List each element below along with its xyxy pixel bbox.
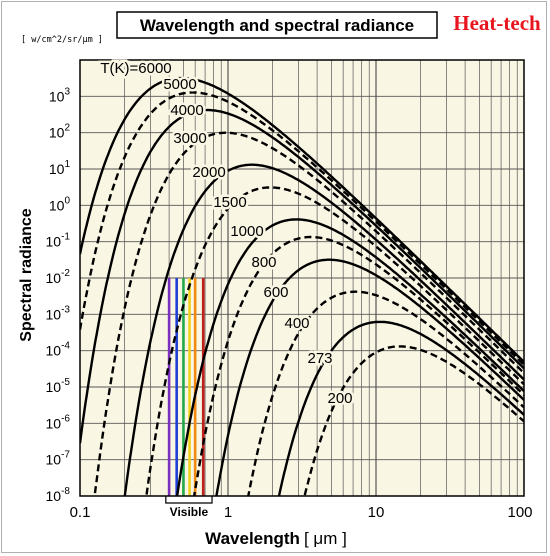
curve-label-1000: 1000 xyxy=(230,223,263,240)
y-tick-label: 100 xyxy=(49,195,71,213)
plot-border xyxy=(79,59,525,497)
curve-label-6000: T(K)=6000 xyxy=(100,60,171,77)
curve-label-5000: 5000 xyxy=(163,76,196,93)
visible-bracket-line xyxy=(165,496,213,504)
visible-label: Visible xyxy=(170,505,209,519)
title-box xyxy=(116,11,438,39)
curve-4000k xyxy=(80,108,524,444)
y-tick-label: 103 xyxy=(49,86,71,104)
curve-label-600: 600 xyxy=(263,284,288,301)
chart-title: Wavelength and spectral radiance xyxy=(140,16,414,35)
curve-1500k xyxy=(145,186,524,496)
curve-5000k xyxy=(80,91,524,366)
curve-label-273: 273 xyxy=(307,350,332,367)
y-tick-label: 10-7 xyxy=(46,450,71,468)
curve-label-4000: 4000 xyxy=(170,102,203,119)
visible-bracket: Visible xyxy=(165,496,213,519)
x-tick-label: 0.1 xyxy=(70,504,91,521)
x-axis-label-text: Wavelength xyxy=(205,529,300,548)
x-tick-label: 100 xyxy=(507,504,532,521)
y-tick-label: 10-8 xyxy=(46,486,71,504)
y-tick-label: 101 xyxy=(49,159,71,177)
x-tick-labels: 0.1 1 10 100 xyxy=(70,504,533,521)
y-tick-label: 10-2 xyxy=(46,268,71,286)
y-tick-label: 102 xyxy=(49,123,71,141)
x-tick-label: 1 xyxy=(224,504,232,521)
y-tick-labels: 10-8 10-7 10-6 10-5 10-4 10-3 10-2 10-1 100 101 10… xyxy=(46,86,71,504)
curve-label-800: 800 xyxy=(251,254,276,271)
curve-200k xyxy=(303,345,524,496)
curve-label-3000: 3000 xyxy=(173,130,206,147)
curve-label-400: 400 xyxy=(284,315,309,332)
brand-logo: Heat-tech xyxy=(453,11,541,35)
curves xyxy=(80,76,524,496)
curve-6000k xyxy=(80,76,524,363)
curve-3000k xyxy=(93,131,524,496)
y-tick-label: 10-4 xyxy=(46,341,71,359)
curve-label-1500: 1500 xyxy=(213,194,246,211)
visible-lines xyxy=(167,278,205,496)
y-tick-label: 10-6 xyxy=(46,413,71,431)
curve-800k xyxy=(192,235,524,496)
x-tick-label: 10 xyxy=(368,504,385,521)
curve-label-2000: 2000 xyxy=(192,164,225,181)
curve-2000k xyxy=(123,163,524,496)
curve-600k xyxy=(215,258,524,496)
y-tick-label: 10-1 xyxy=(46,232,71,250)
x-axis-label: Wavelength[ μm ] xyxy=(205,529,347,548)
y-tick-label: 10-3 xyxy=(46,304,71,322)
y-unit-label: [ w/cm^2/sr/μm ] xyxy=(21,35,103,45)
curve-1000k xyxy=(175,218,524,496)
x-unit-label: [ μm ] xyxy=(304,529,347,548)
curve-label-200: 200 xyxy=(327,390,352,407)
y-tick-label: 10-5 xyxy=(46,377,71,395)
y-axis-label: Spectral radiance xyxy=(18,208,35,342)
curve-273k xyxy=(277,320,524,496)
curve-400k xyxy=(247,290,524,496)
